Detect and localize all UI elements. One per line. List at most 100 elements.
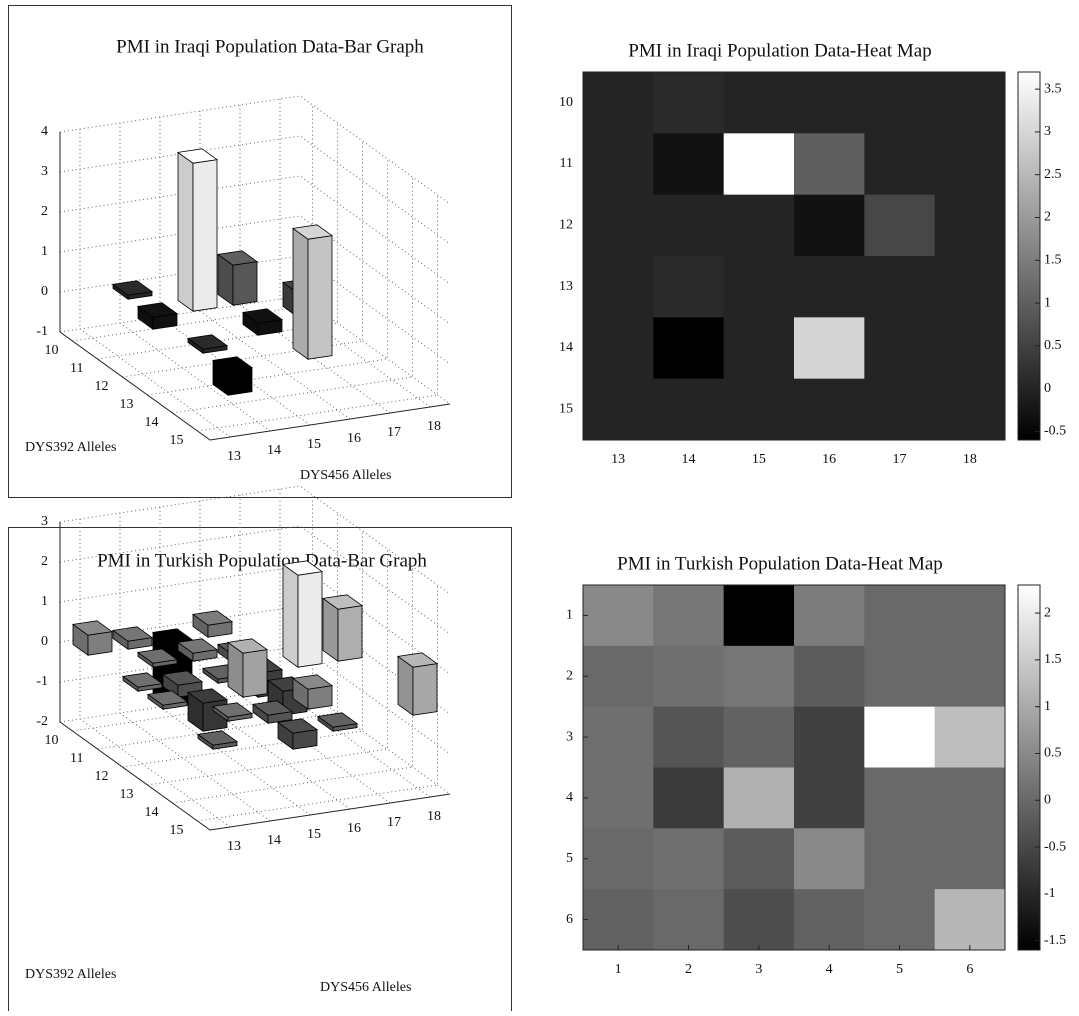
heat-cell: [653, 645, 725, 708]
bar-face: [227, 367, 253, 396]
bar-face: [333, 692, 348, 703]
axis-line: [59, 132, 451, 441]
heat-cell: [583, 767, 654, 829]
bar: [98, 659, 137, 673]
bar-face: [373, 336, 388, 347]
x-tick-label: 14: [267, 443, 281, 458]
grid-line: [119, 513, 271, 822]
bar: [233, 617, 272, 631]
bar-face: [333, 689, 372, 703]
bar-face: [123, 330, 138, 341]
panel-frame: [8, 5, 512, 498]
bar-face: [307, 235, 333, 360]
bar-face: [373, 333, 412, 347]
z-tick-label: -1: [36, 674, 48, 689]
z-tick-label: 3: [41, 514, 48, 529]
x-tick-label: 18: [427, 419, 441, 434]
bar-face: [98, 312, 113, 323]
chart-title: PMI in Iraqi Population Data-Bar Graph: [116, 36, 424, 57]
heat-cell: [934, 645, 1006, 708]
grid-line: [72, 495, 313, 732]
y-tick-label: 15: [170, 823, 184, 838]
heat-cell: [794, 585, 865, 647]
z-tick-label: 1: [41, 594, 48, 609]
x-tick-label: 13: [227, 449, 241, 464]
heat-cell: [583, 72, 654, 134]
bar-face: [73, 291, 112, 305]
bar-face: [292, 227, 309, 360]
grid-line: [59, 645, 451, 755]
bar-face: [363, 326, 387, 330]
y-tick-label: 14: [145, 415, 159, 430]
y-tick-label: 10: [45, 733, 59, 748]
bar-face: [178, 332, 202, 336]
y-tick-label: 1: [566, 608, 573, 623]
colorbar-tick-label: 3.5: [1044, 81, 1062, 96]
colorbar: [1017, 71, 1041, 441]
heat-cell: [864, 706, 936, 768]
x-tick-label: 2: [685, 962, 692, 977]
colorbar-tick-label: 2: [1044, 605, 1051, 620]
heat-cell: [723, 645, 795, 708]
bar: [176, 148, 219, 312]
bar: [398, 351, 437, 365]
heat-cell: [864, 645, 936, 708]
grid-line: [172, 567, 413, 804]
bar-face: [307, 685, 333, 710]
bar-face: [297, 571, 323, 668]
bar: [276, 718, 319, 750]
heat-cell: [934, 828, 1006, 890]
heat-cell: [723, 133, 795, 196]
x-tick-label: 17: [387, 425, 401, 440]
grid-line: [59, 485, 451, 595]
bar-face: [211, 356, 254, 372]
heat-cell: [583, 133, 654, 196]
heat-cell: [794, 378, 865, 441]
bar-face: [232, 261, 258, 306]
bar-face: [348, 318, 363, 329]
bar-face: [146, 690, 189, 706]
heat-cell: [653, 133, 725, 196]
heat-cell: [723, 706, 795, 768]
heat-cell: [653, 767, 725, 829]
bar: [348, 315, 387, 329]
bar-face: [396, 652, 439, 668]
grid-line: [147, 549, 388, 786]
colorbar-tick-label: 0: [1044, 381, 1051, 396]
heat-cell: [864, 133, 936, 196]
bar-face: [173, 366, 188, 377]
heat-cell: [864, 317, 936, 380]
heat-cell: [934, 706, 1006, 768]
heat-cell: [934, 317, 1006, 380]
bar: [211, 702, 254, 722]
colorbar-tick-label: -1: [1044, 886, 1056, 901]
bar-face: [161, 670, 204, 686]
bar: [226, 638, 269, 698]
bar-face: [198, 384, 213, 395]
bar-face: [196, 730, 239, 746]
y-tick-label: 5: [566, 851, 573, 866]
bar-face: [136, 648, 179, 664]
heat-cell: [653, 317, 725, 380]
bar-face: [348, 665, 387, 679]
heat-cell: [723, 378, 795, 441]
bar-face: [373, 686, 388, 697]
panel-frame: [8, 527, 512, 1011]
bar-face: [233, 617, 272, 631]
bar-face: [413, 362, 437, 366]
bar: [291, 224, 334, 360]
heat-cell: [723, 889, 795, 951]
x-tick-label: 4: [826, 962, 833, 977]
x-axis-label: DYS456 Alleles: [300, 468, 391, 483]
bar: [136, 648, 179, 668]
bar-face: [186, 334, 229, 350]
y-tick-label: 15: [559, 402, 573, 417]
y-tick-label: 10: [45, 343, 59, 358]
heat-cell: [583, 706, 654, 768]
x-tick-label: 14: [682, 452, 696, 467]
x-tick-label: 16: [822, 452, 836, 467]
bar-face: [173, 716, 188, 727]
bar: [176, 638, 219, 662]
bar-face: [98, 662, 113, 673]
